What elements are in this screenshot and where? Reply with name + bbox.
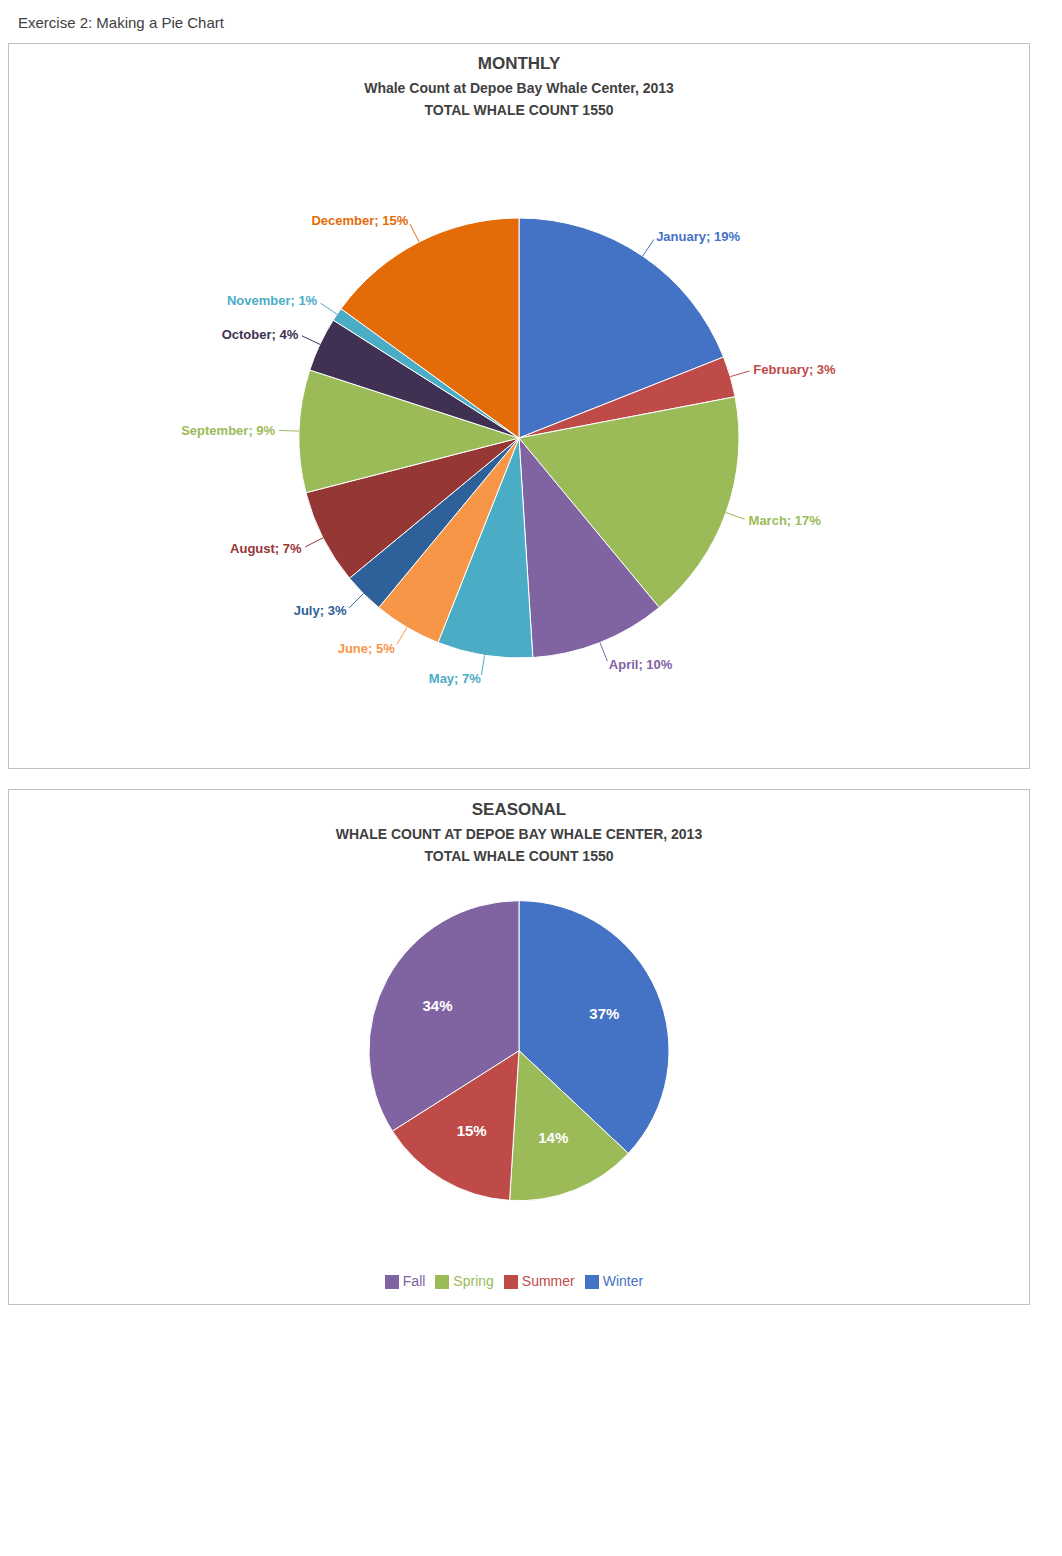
svg-text:December; 15%: December; 15% <box>311 213 408 228</box>
html-text:SEASONAL: SEASONAL <box>471 800 567 819</box>
svg-text:August; 7%: August; 7% <box>230 541 302 556</box>
svg-text:April; 10%: April; 10% <box>609 657 673 672</box>
html-text:TOTAL WHALE COUNT 1550: TOTAL WHALE COUNT 1550 <box>424 848 614 864</box>
html-text:Whale Count at Depoe Bay Whale: Whale Count at Depoe Bay Whale Center, 2… <box>364 80 674 96</box>
html-text:Spring: Spring <box>453 1272 494 1289</box>
svg-text:14%: 14% <box>538 1129 568 1146</box>
svg-text:37%: 37% <box>589 1005 619 1022</box>
html-text:TOTAL WHALE COUNT 1550: TOTAL WHALE COUNT 1550 <box>424 102 614 118</box>
html-text:Winter: Winter <box>602 1272 644 1289</box>
html-text:Exercise 2: Making a Pie Chart: Exercise 2: Making a Pie Chart <box>18 14 224 31</box>
svg-text:November; 1%: November; 1% <box>227 293 318 308</box>
svg-text:February; 3%: February; 3% <box>753 362 836 377</box>
svg-text:34%: 34% <box>422 997 452 1014</box>
svg-text:15%: 15% <box>457 1122 487 1139</box>
svg-text:October; 4%: October; 4% <box>222 327 299 342</box>
html-text:Summer: Summer <box>521 1272 575 1289</box>
html-text:Fall: Fall <box>402 1272 426 1289</box>
html-text:MONTHLY: MONTHLY <box>477 54 561 73</box>
svg-text:September; 9%: September; 9% <box>181 423 275 438</box>
svg-text:May; 7%: May; 7% <box>429 671 481 686</box>
svg-text:March; 17%: March; 17% <box>749 513 822 528</box>
svg-text:June; 5%: June; 5% <box>338 641 396 656</box>
html-text:WHALE COUNT AT DEPOE BAY WHALE: WHALE COUNT AT DEPOE BAY WHALE CENTER, 2… <box>335 826 703 842</box>
svg-text:July; 3%: July; 3% <box>294 603 347 618</box>
svg-text:January; 19%: January; 19% <box>656 229 740 244</box>
